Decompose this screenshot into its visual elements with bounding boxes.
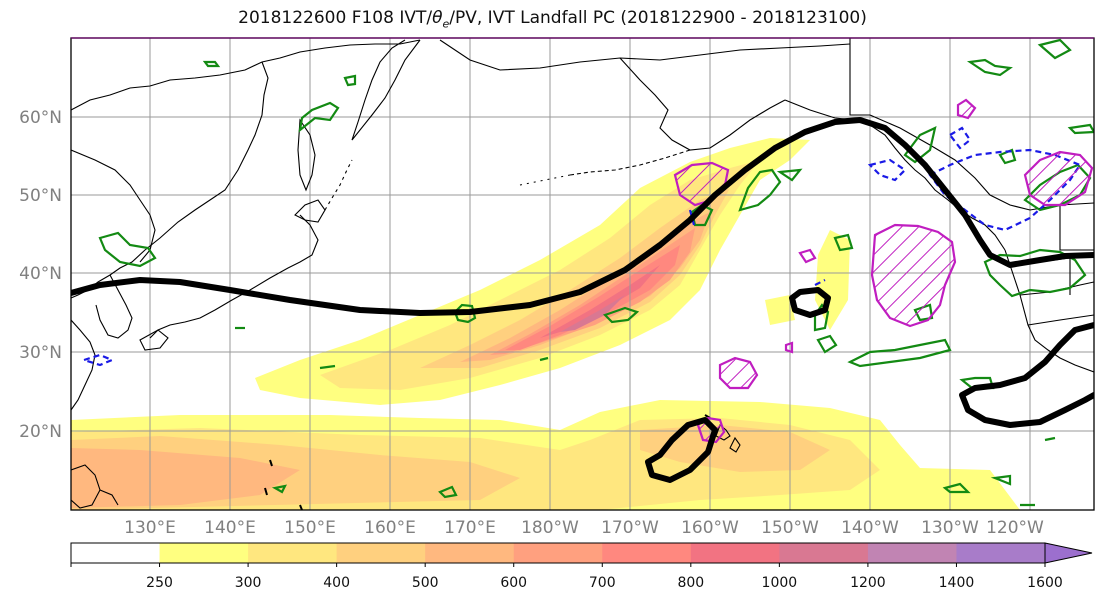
- lat-label-30n: 30°N: [19, 343, 62, 363]
- colorbar-tick-label: 600: [500, 575, 527, 591]
- colorbar: 250 300 400 500 600 700 800 1000 1200 1400 1600: [70, 542, 1093, 591]
- colorbar-tick-label: 700: [589, 575, 616, 591]
- colorbar-segment: [425, 543, 515, 563]
- colorbar-tick-label: 400: [323, 575, 350, 591]
- colorbar-segment: [867, 543, 957, 563]
- colorbar-tick-label: 250: [146, 575, 173, 591]
- lon-label-180w: 180°W: [521, 518, 579, 538]
- colorbar-segment: [779, 543, 869, 563]
- lat-label-60n: 60°N: [19, 108, 62, 128]
- lon-label-130e: 130°E: [124, 518, 176, 538]
- colorbar-tick-label: 500: [412, 575, 439, 591]
- coastlines: [71, 38, 1094, 510]
- graticule: [71, 38, 1094, 510]
- lon-label-160e: 160°E: [364, 518, 416, 538]
- latitude-labels: 60°N 50°N 40°N 30°N 20°N: [19, 108, 62, 442]
- lon-label-140w: 140°W: [841, 518, 899, 538]
- magenta-contours: [673, 98, 1094, 444]
- colorbar-outline: [70, 542, 1046, 564]
- colorbar-segment: [602, 543, 692, 563]
- lon-label-130w: 130°W: [921, 518, 979, 538]
- colorbar-tick-label: 1400: [939, 575, 975, 591]
- lat-label-20n: 20°N: [19, 422, 62, 442]
- lon-label-140e: 140°E: [204, 518, 256, 538]
- lon-label-150w: 150°W: [761, 518, 819, 538]
- colorbar-extend-arrow: [1044, 542, 1093, 564]
- theta-e-contours: [71, 117, 1094, 483]
- longitude-labels: 130°E 140°E 150°E 160°E 170°E 180°W 170°…: [124, 518, 1044, 538]
- colorbar-segment: [336, 543, 426, 563]
- colorbar-segment: [956, 543, 1046, 563]
- colorbar-segment: [690, 543, 780, 563]
- lat-label-40n: 40°N: [19, 264, 62, 284]
- colorbar-segment: [159, 543, 249, 563]
- page-title: 2018122600 F108 IVT/θe/PV, IVT Landfall …: [238, 8, 867, 31]
- lon-label-150e: 150°E: [284, 518, 336, 538]
- colorbar-tick-label: 1200: [850, 575, 886, 591]
- lon-label-170w: 170°W: [601, 518, 659, 538]
- lon-label-120w: 120°W: [986, 518, 1044, 538]
- lon-label-170e: 170°E: [444, 518, 496, 538]
- lon-label-160w: 160°W: [681, 518, 739, 538]
- colorbar-segment: [248, 543, 338, 563]
- colorbar-tick-label: 1600: [1027, 575, 1063, 591]
- lat-label-50n: 50°N: [19, 186, 62, 206]
- colorbar-tick-label: 1000: [762, 575, 798, 591]
- colorbar-tick-label: 300: [235, 575, 262, 591]
- colorbar-tick-label: 800: [677, 575, 704, 591]
- colorbar-segment: [71, 543, 161, 563]
- colorbar-segment: [513, 543, 603, 563]
